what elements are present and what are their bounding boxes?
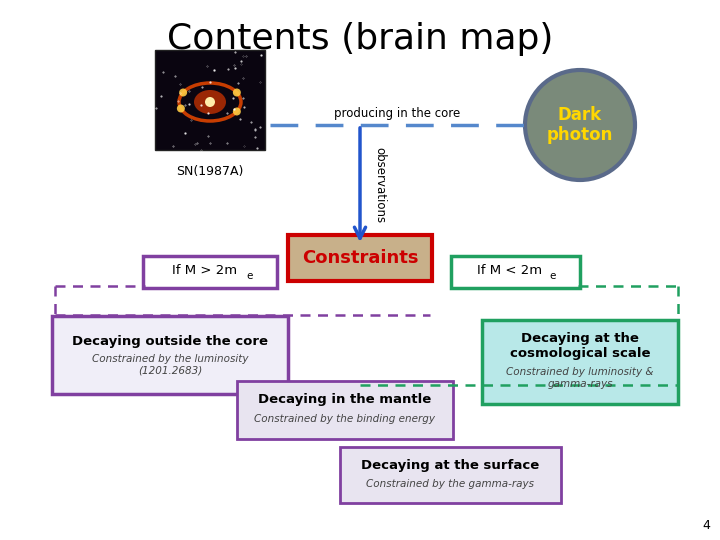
FancyBboxPatch shape [482,320,678,404]
Text: Decaying at the surface: Decaying at the surface [361,458,539,471]
Circle shape [179,89,187,97]
Text: If M < 2m: If M < 2m [477,265,543,278]
Text: SN(1987A): SN(1987A) [176,165,243,178]
Text: Constrained by the luminosity
(1201.2683): Constrained by the luminosity (1201.2683… [91,354,248,376]
Text: Constrained by the binding energy: Constrained by the binding energy [254,414,436,424]
Text: If M > 2m: If M > 2m [172,265,238,278]
Circle shape [525,70,635,180]
Circle shape [205,97,215,107]
Circle shape [177,105,185,112]
Text: Constrained by the gamma-rays: Constrained by the gamma-rays [366,479,534,489]
Text: Constrained by luminosity &
gamma-rays: Constrained by luminosity & gamma-rays [506,367,654,389]
Text: e: e [550,271,556,281]
FancyBboxPatch shape [451,256,580,288]
Circle shape [233,89,241,97]
Circle shape [233,107,241,116]
Text: Decaying at the
cosmological scale: Decaying at the cosmological scale [510,332,650,360]
FancyBboxPatch shape [143,256,277,288]
Ellipse shape [194,90,226,114]
Text: Constraints: Constraints [302,249,418,267]
Text: Decaying outside the core: Decaying outside the core [72,334,268,348]
FancyBboxPatch shape [288,235,432,281]
FancyBboxPatch shape [52,316,288,394]
Text: 4: 4 [702,519,710,532]
Text: e: e [247,271,253,281]
Text: Contents (brain map): Contents (brain map) [167,22,553,56]
Text: Decaying in the mantle: Decaying in the mantle [258,394,431,407]
FancyBboxPatch shape [340,447,560,503]
Text: Dark
photon: Dark photon [546,106,613,144]
Text: producing in the core: producing in the core [334,107,461,120]
FancyBboxPatch shape [155,50,265,150]
FancyBboxPatch shape [237,381,453,439]
Text: observations: observations [373,147,386,223]
